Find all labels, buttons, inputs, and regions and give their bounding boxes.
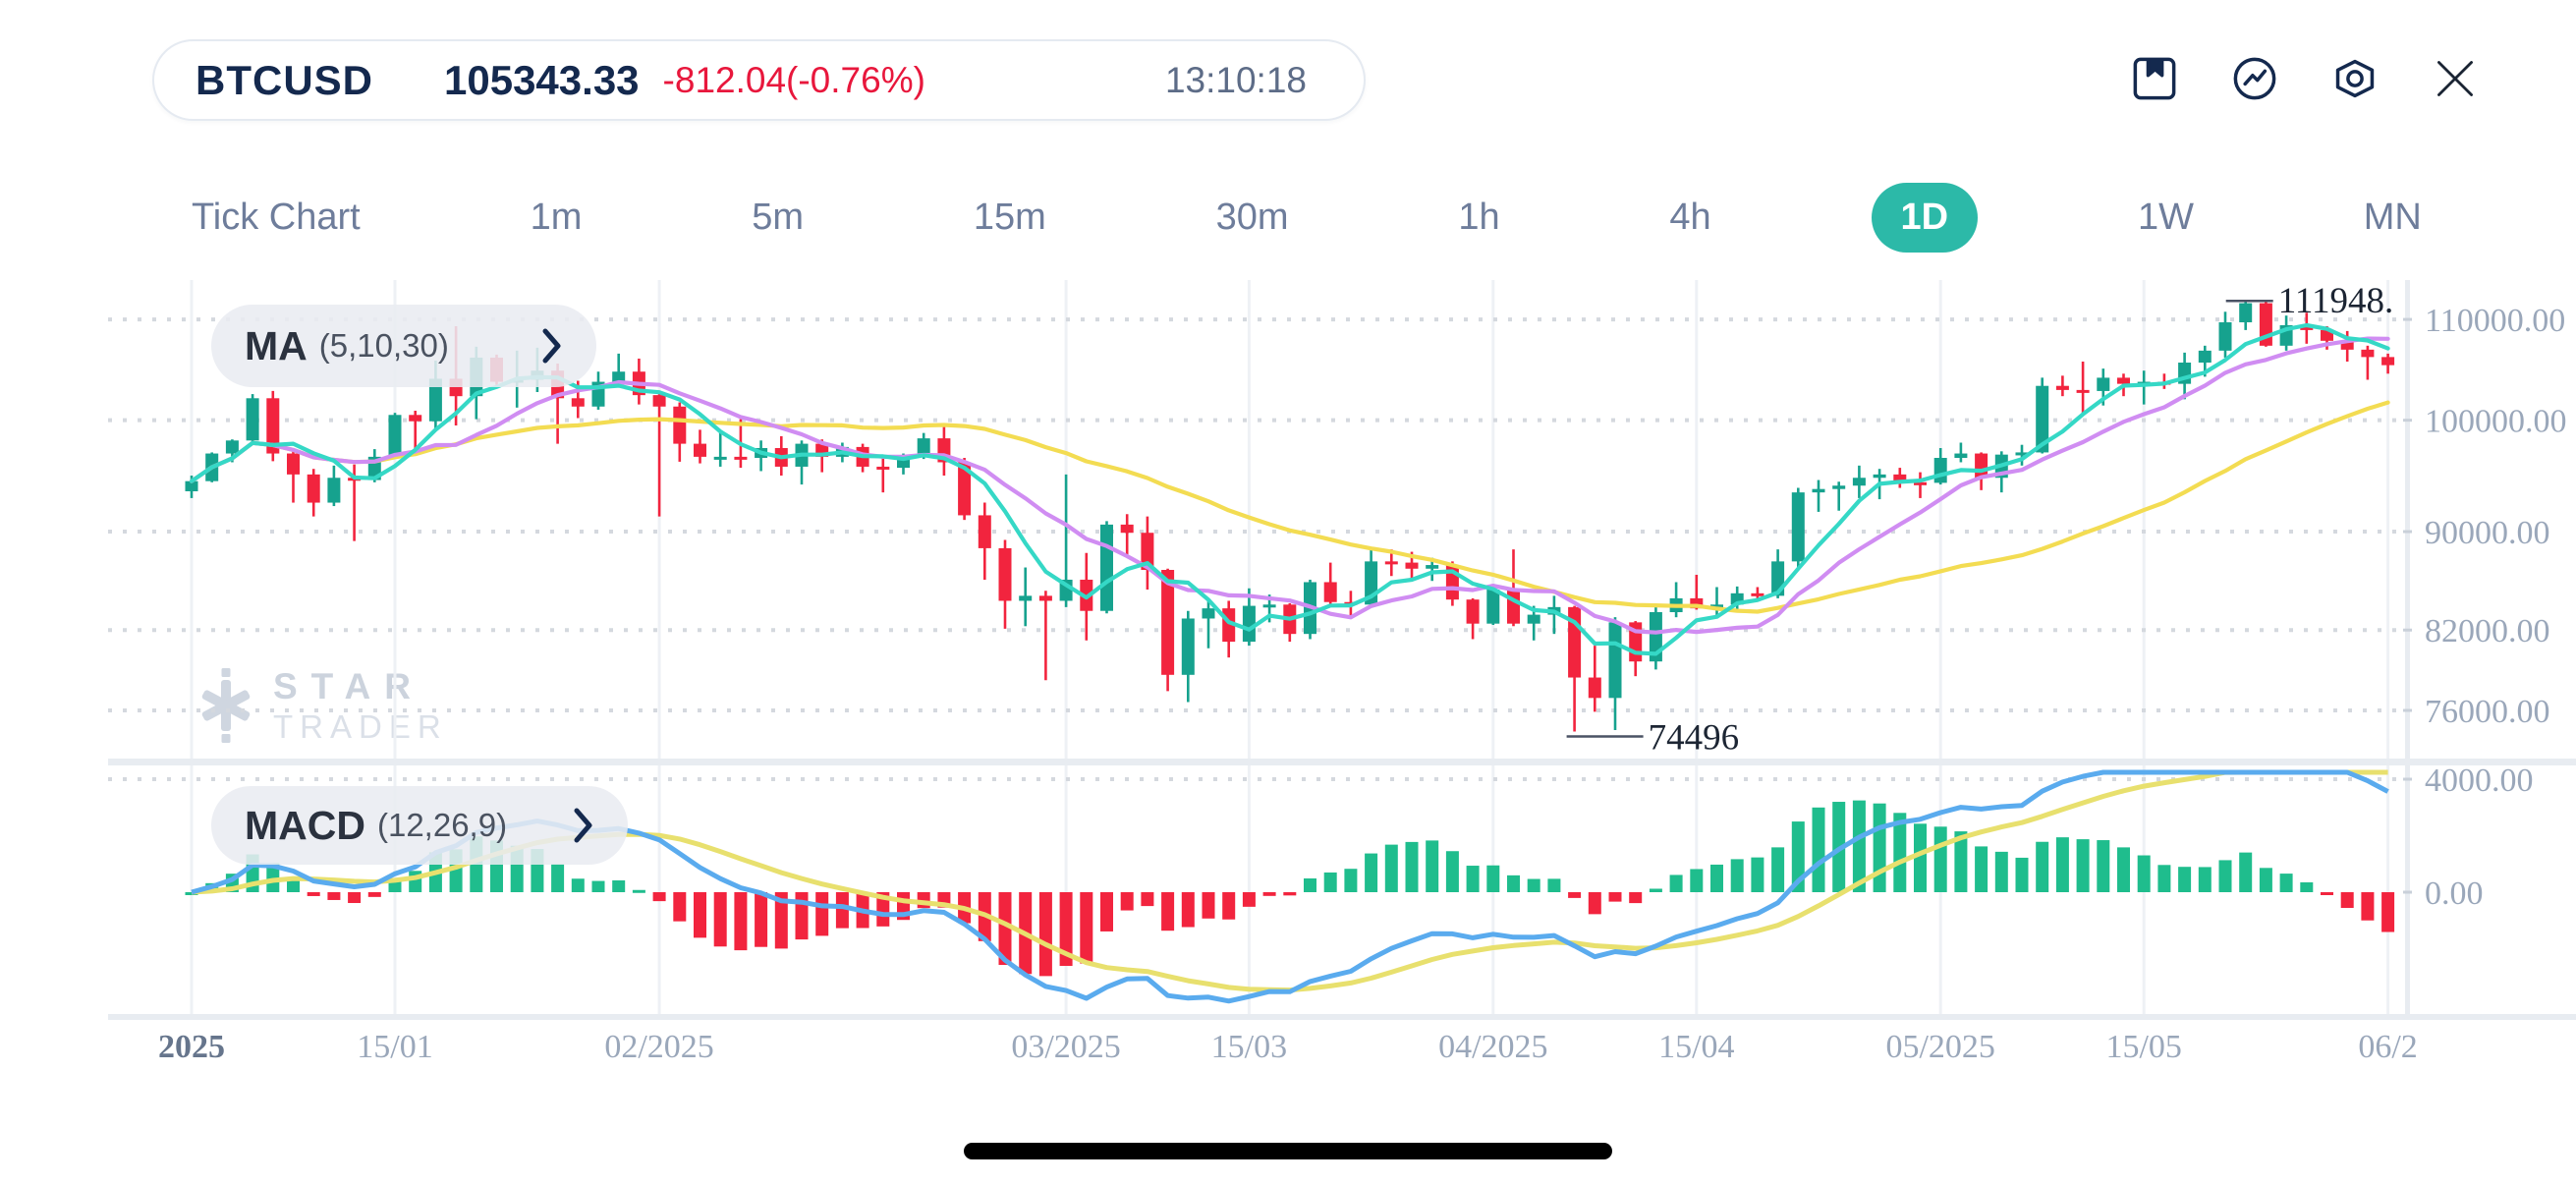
settings-hexagon-icon (2335, 59, 2375, 98)
tab-1h[interactable]: 1h (1458, 196, 1500, 238)
symbol-name: BTCUSD (196, 56, 373, 103)
tab-15m[interactable]: 15m (973, 196, 1046, 238)
watermark: STAR TRADER (195, 668, 448, 743)
close-icon (2437, 61, 2473, 96)
tab-1w[interactable]: 1W (2137, 196, 2194, 238)
svg-text:4000.00: 4000.00 (2425, 762, 2534, 799)
ma-params: (5,10,30) (318, 327, 449, 364)
bookmark-button[interactable] (2127, 51, 2182, 106)
ma-label: MA (245, 322, 308, 368)
svg-text:02/2025: 02/2025 (604, 1029, 713, 1065)
server-time: 13:10:18 (1164, 59, 1307, 100)
svg-text:04/2025: 04/2025 (1438, 1029, 1547, 1065)
macd-label: MACD (245, 802, 365, 848)
price-change: -812.04(-0.76%) (662, 59, 925, 100)
watermark-line1: STAR (273, 666, 424, 706)
watermark-line2: TRADER (273, 708, 448, 745)
svg-text:76000.00: 76000.00 (2425, 694, 2550, 730)
tab-1m[interactable]: 1m (530, 196, 583, 238)
tab-tick-chart[interactable]: Tick Chart (192, 196, 361, 238)
home-indicator (964, 1143, 1612, 1159)
tab-5m[interactable]: 5m (752, 196, 804, 238)
star-logo-icon (201, 668, 251, 743)
header-toolbar (2127, 51, 2483, 106)
close-button[interactable] (2428, 51, 2483, 106)
svg-text:82000.00: 82000.00 (2425, 613, 2550, 649)
timeframe-bar: Tick Chart 1m 5m 15m 30m 1h 4h 1D 1W MN (182, 175, 2432, 259)
macd-chevron-icon (573, 807, 594, 844)
svg-text:0.00: 0.00 (2425, 875, 2484, 912)
svg-text:15/03: 15/03 (1211, 1029, 1287, 1065)
svg-text:15/05: 15/05 (2105, 1029, 2181, 1065)
bookmark-icon (2133, 57, 2176, 100)
settings-button[interactable] (2327, 51, 2382, 106)
svg-text:111948.: 111948. (2278, 281, 2394, 321)
ma-chevron-icon (541, 327, 563, 365)
ma10-line (189, 336, 2390, 635)
svg-text:110000.00: 110000.00 (2425, 303, 2565, 339)
time-axis: 2025 15/01 02/2025 03/2025 15/03 04/2025 15/04… (158, 1029, 2418, 1065)
svg-text:05/2025: 05/2025 (1885, 1029, 1994, 1065)
tab-1d[interactable]: 1D (1871, 182, 1979, 253)
price-axis: 110000.00 100000.00 90000.00 82000.00 76000.… (2403, 303, 2567, 912)
ma-legend-pill[interactable]: MA (5,10,30) (211, 305, 596, 387)
macd-legend-pill[interactable]: MACD (12,26,9) (211, 786, 628, 865)
symbol-header-pill[interactable]: BTCUSD 105343.33 -812.04(-0.76%) 13:10:1… (152, 39, 1366, 121)
tab-4h[interactable]: 4h (1669, 196, 1711, 238)
last-price: 105343.33 (444, 56, 640, 103)
svg-text:74496: 74496 (1649, 718, 1740, 759)
panel-dividers (108, 280, 2576, 1020)
svg-text:03/2025: 03/2025 (1011, 1029, 1120, 1065)
tab-30m[interactable]: 30m (1215, 196, 1289, 238)
price-annotations: 111948. 74496 (1566, 281, 2394, 759)
chart-style-button[interactable] (2227, 51, 2282, 106)
svg-text:2025: 2025 (158, 1029, 225, 1065)
svg-text:100000.00: 100000.00 (2425, 404, 2567, 440)
vertical-gridlines (190, 280, 2390, 1014)
svg-text:15/01: 15/01 (357, 1029, 432, 1065)
ma30-line (189, 400, 2390, 614)
trend-circle-icon (2233, 57, 2276, 100)
tab-mn[interactable]: MN (2363, 196, 2422, 238)
macd-params: (12,26,9) (376, 807, 508, 843)
svg-text:15/04: 15/04 (1658, 1029, 1734, 1065)
svg-text:06/2: 06/2 (2358, 1029, 2417, 1065)
svg-text:90000.00: 90000.00 (2425, 515, 2550, 551)
